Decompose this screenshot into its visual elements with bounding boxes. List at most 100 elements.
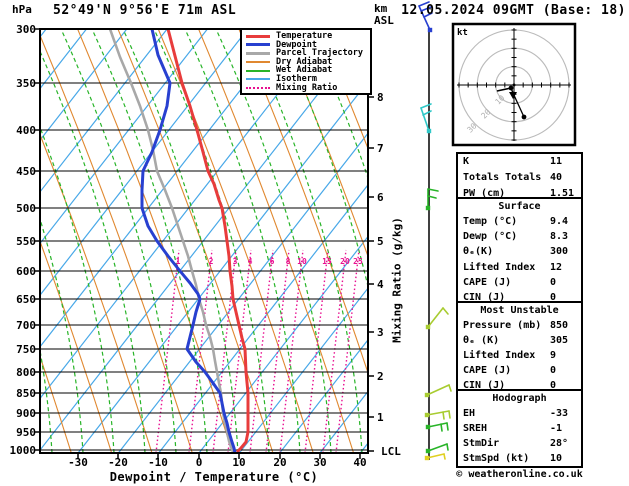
legend-item: Parcel Trajectory [246, 49, 370, 58]
wind-barb [424, 453, 446, 461]
isotherm-line [41, 30, 127, 140]
pressure-tick-label: 650 [16, 293, 36, 306]
legend-item: Dry Adiabat [246, 58, 370, 67]
table-header: Hodograph [492, 393, 547, 404]
temp-tick-label: -10 [148, 456, 168, 469]
isotherm-line [0, 29, 6, 453]
row-value: 1.51 [550, 187, 575, 199]
legend-label: Isotherm [276, 73, 317, 84]
pressure-tick-label: 500 [16, 202, 36, 215]
curve-dewpoint [140, 30, 237, 452]
wind-barb [425, 422, 449, 432]
table-row: CAPE (J) 0 [458, 365, 581, 376]
temp-tick-label: -20 [108, 456, 128, 469]
legend: Temperature Dewpoint Parcel Trajectory Dry … [240, 28, 372, 95]
hodograph-storm-vector [512, 92, 525, 118]
table-row: Lifted Index 9 [458, 350, 581, 361]
km-tick-label: 3 [377, 326, 384, 339]
legend-label: Mixing Ratio [276, 82, 338, 93]
table-row: Temp (°C) 9.4 [458, 216, 581, 227]
table-row: PW (cm) 1.51 [458, 188, 581, 199]
mixing-ratio-axis-label: Mixing Ratio (g/kg) [390, 217, 404, 343]
legend-label: Dewpoint [276, 39, 317, 50]
row-value: 0 [550, 291, 557, 303]
temp-tick-label: 0 [195, 456, 203, 469]
table-row: K 11 [458, 156, 581, 167]
row-label: CIN (J) [463, 291, 506, 303]
wind-barb [420, 103, 432, 134]
row-label: CIN (J) [463, 380, 506, 391]
pressure-tick-label: 600 [16, 265, 36, 278]
row-label: SREH [463, 423, 488, 434]
row-label: EH [463, 408, 476, 419]
row-label: CAPE (J) [463, 276, 512, 288]
asl-axis-label: ASL [374, 14, 394, 27]
row-label: Pressure (mb) [463, 320, 542, 331]
sounding-curves [108, 30, 250, 452]
station-title: 52°49'N 9°56'E 71m ASL [53, 3, 237, 18]
row-value: 9.4 [550, 216, 569, 228]
row-value: 12 [550, 261, 563, 273]
legend-swatch [246, 43, 270, 47]
mixing-ratio-label: 10 [297, 257, 307, 266]
legend-label: Parcel Trajectory [276, 48, 363, 59]
pressure-tick-label: 800 [16, 366, 36, 379]
km-tick-label: 2 [377, 370, 384, 383]
row-value: 305 [550, 335, 569, 346]
pressure-tick-label: 1000 [9, 444, 37, 457]
legend-swatch [246, 34, 270, 38]
row-value: 11 [550, 156, 563, 168]
hodograph [451, 22, 577, 147]
table-row: Dewp (°C) 8.3 [458, 231, 581, 242]
table-row: θₑ (K) 305 [458, 335, 581, 346]
legend-swatch [246, 78, 270, 81]
km-axis-label: km [374, 2, 388, 15]
legend-item: Mixing Ratio [246, 82, 370, 93]
km-tick-label: 1 [377, 411, 384, 424]
pressure-tick-label: 450 [16, 165, 36, 178]
row-label: StmDir [463, 438, 500, 449]
isotherm-line [279, 340, 367, 452]
row-label: K [463, 156, 470, 168]
mixing-ratio-label: 2 [208, 257, 214, 266]
km-tick-label: 5 [377, 235, 384, 248]
pressure-tick-label: 900 [16, 407, 36, 420]
hodograph-arrowhead [509, 92, 517, 99]
table-header: Most Unstable [480, 305, 559, 316]
temp-tick-label: 20 [273, 456, 287, 469]
table-row: θₑ(K) 300 [458, 246, 581, 257]
mixing-ratio-line [188, 249, 213, 452]
mixing-ratio-line [335, 249, 360, 452]
pressure-tick-label: 700 [16, 319, 36, 332]
legend-swatch [246, 51, 270, 55]
table-row: Lifted Index 12 [458, 262, 581, 273]
row-value: 28° [550, 438, 569, 449]
row-value: 300 [550, 246, 569, 258]
mixing-ratio-label: 6 [269, 257, 275, 266]
curve-temperature [166, 30, 250, 452]
wind-barb [425, 443, 449, 454]
table-row: SREH -1 [458, 423, 581, 434]
table-row: CIN (J) 0 [458, 292, 581, 303]
mixing-ratio-label: 1 [175, 257, 181, 266]
table-most-unstable: Most Unstable Pressure (mb) 850 θₑ (K) 305 Li… [456, 301, 583, 395]
isotherm-line [239, 288, 367, 452]
mixing-ratio-label: 3 [232, 257, 238, 266]
wind-barb [424, 384, 452, 398]
mixing-ratio-label: 25 [353, 257, 363, 266]
row-value: 8.3 [550, 231, 569, 243]
table-header: Surface [498, 201, 541, 213]
pressure-tick-label: 350 [16, 77, 36, 90]
table-indices: K 11 Totals Totals 40 PW (cm) 1.51 [456, 152, 583, 203]
legend-swatch [246, 86, 270, 89]
legend-label: Dry Adiabat [276, 56, 333, 67]
temp-tick-label: -30 [68, 456, 88, 469]
mixing-ratio-line [279, 249, 304, 452]
hodograph-unit-label: kt [457, 28, 468, 38]
legend-swatch [246, 69, 270, 72]
table-surface: Surface Temp (°C) 9.4 Dewp (°C) 8.3 θₑ(K) 300 L… [456, 197, 583, 307]
legend-item: Wet Adiabat [246, 66, 370, 75]
mixing-ratio-label: 8 [285, 257, 291, 266]
temp-tick-label: 40 [353, 456, 367, 469]
